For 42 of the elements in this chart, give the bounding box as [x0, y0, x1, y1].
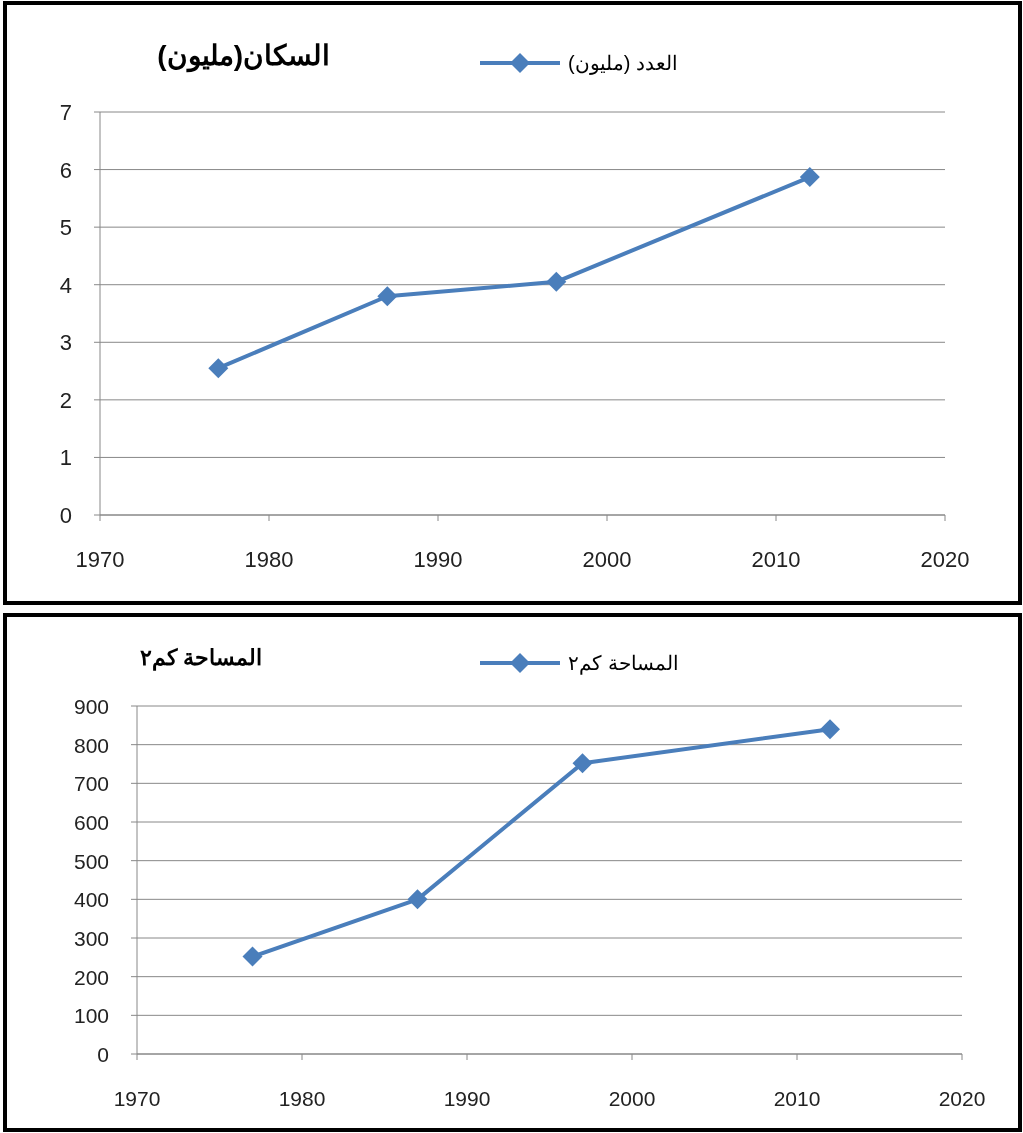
y-tick-label: 1 [59, 445, 72, 471]
x-tick-label: 2010 [751, 547, 801, 572]
legend-label: العدد (مليون) [568, 52, 678, 75]
point [407, 889, 428, 910]
y-tick-label: 4 [59, 272, 72, 298]
x-tick-label: 1980 [244, 547, 294, 572]
y-tick-label: 7 [59, 100, 72, 125]
point [572, 753, 593, 774]
y-tick-label: 3 [59, 330, 72, 356]
x-tick-label: 1970 [113, 1087, 161, 1110]
point [242, 946, 263, 967]
y-tick-label: 900 [73, 695, 109, 718]
x-tick-label: 2000 [582, 547, 632, 572]
chart-title: المساحة كم٢ [139, 645, 262, 671]
chart-title: السكان(مليون) [157, 40, 330, 73]
x-tick-label: 2000 [608, 1087, 656, 1110]
x-tick-label: 1990 [413, 547, 463, 572]
x-tick-label: 1990 [443, 1087, 491, 1110]
point [799, 167, 820, 188]
x-tick-label: 1980 [278, 1087, 326, 1110]
point [377, 286, 398, 307]
point [820, 719, 840, 740]
y-tick-label: 0 [59, 503, 72, 528]
x-tick-label: 2020 [920, 547, 970, 572]
y-tick-label: 700 [73, 772, 109, 796]
x-tick-label: 1970 [75, 547, 125, 572]
x-tick-label: 2020 [938, 1087, 986, 1110]
y-tick-label: 2 [59, 387, 72, 413]
point [208, 358, 229, 379]
y-tick-label: 100 [73, 1004, 109, 1028]
y-tick-label: 500 [73, 849, 109, 873]
y-tick-label: 800 [73, 733, 109, 757]
x-tick-label: 2010 [773, 1087, 821, 1110]
y-tick-label: 0 [97, 1043, 109, 1066]
y-tick-label: 200 [73, 965, 109, 989]
point [546, 271, 567, 292]
y-tick-label: 300 [73, 927, 109, 950]
y-tick-label: 5 [59, 215, 72, 241]
y-tick-label: 400 [73, 888, 109, 912]
y-tick-label: 6 [59, 157, 72, 183]
y-tick-label: 600 [73, 811, 109, 834]
legend-label: المساحة كم٢ [568, 652, 679, 675]
